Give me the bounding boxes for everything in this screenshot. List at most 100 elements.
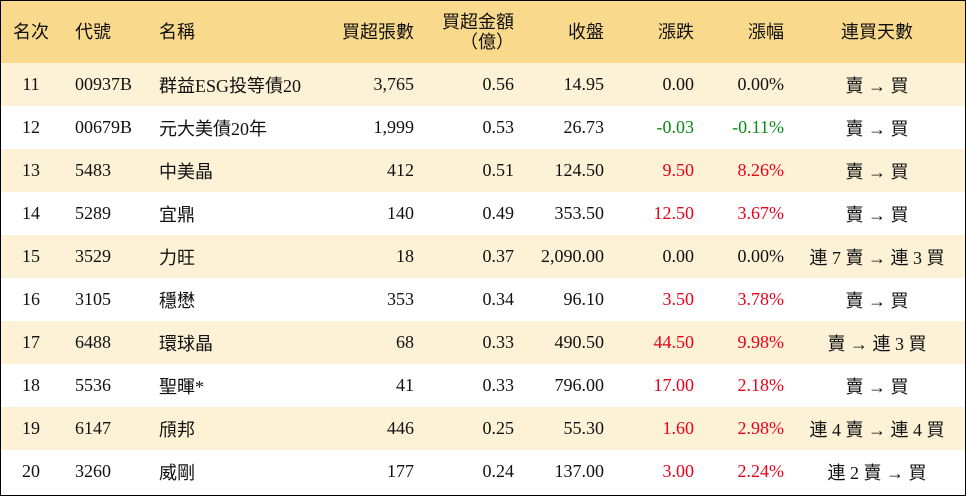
table-cell: 2.24% xyxy=(737,461,785,481)
table-cell: 群益ESG投等債20 xyxy=(141,63,331,106)
table-cell: 連 4 賣 → 連 4 買 xyxy=(789,407,965,450)
table-cell: 41 xyxy=(396,375,414,395)
table-cell: 5536 xyxy=(75,375,111,395)
table-row: 18 5536 聖暉* 41 0.33 796.00 17.00 2.18% 賣 → 買 xyxy=(1,364,965,407)
table-cell: 8.26% xyxy=(699,149,789,192)
table-cell: 17.00 xyxy=(653,375,695,395)
table-cell: 3.50 xyxy=(662,289,695,309)
table-row: 15 3529 力旺 18 0.37 2,090.00 0.00 0.00% 連 7 賣 → 連… xyxy=(1,235,965,278)
table-cell: 12.50 xyxy=(653,203,695,223)
table-cell: 796.00 xyxy=(554,375,605,395)
table-cell: 連 7 賣 → 連 3 買 xyxy=(789,235,965,278)
table-cell: 0.33 xyxy=(419,321,519,364)
table-cell: 18 xyxy=(22,375,40,395)
table-cell: -0.03 xyxy=(656,117,695,137)
header-cell: 漲跌 xyxy=(609,1,699,63)
table-cell: 元大美債20年 xyxy=(159,118,267,139)
header-cell: 漲幅 xyxy=(699,1,789,63)
table-cell: 446 xyxy=(331,407,419,450)
table-row: 12 00679B 元大美債20年 1,999 0.53 26.73 -0.03 -0.11%… xyxy=(1,106,965,149)
table-cell: 0.53 xyxy=(482,117,515,137)
table-cell: 2.98% xyxy=(699,407,789,450)
table-cell: 12 xyxy=(22,117,40,137)
table-row: 19 6147 頎邦 446 0.25 55.30 1.60 2.98% 連 4 賣 → 連 4… xyxy=(1,407,965,450)
table-cell: 14 xyxy=(22,203,40,223)
table-cell: 1.60 xyxy=(609,407,699,450)
table-cell: 14.95 xyxy=(519,63,609,106)
table-cell: 140 xyxy=(387,203,414,223)
header-cell: 收盤 xyxy=(519,1,609,63)
table-cell: 20 xyxy=(22,461,40,481)
table-row: 14 5289 宜鼎 140 0.49 353.50 12.50 3.67% 賣 → 買 xyxy=(1,192,965,235)
table-cell: 11 xyxy=(1,63,61,106)
table-cell: 賣 → 買 xyxy=(789,63,965,106)
table-cell: 3529 xyxy=(61,235,141,278)
table-row: 17 6488 環球晶 68 0.33 490.50 44.50 9.98% 賣 → 連 3 買 xyxy=(1,321,965,364)
table-cell: 9.50 xyxy=(609,149,699,192)
table-cell: 0.00 xyxy=(609,235,699,278)
table-cell: 0.33 xyxy=(482,375,515,395)
table-row: 16 3105 穩懋 353 0.34 96.10 3.50 3.78% 賣 → 買 xyxy=(1,278,965,321)
table-cell: 威剛 xyxy=(159,462,195,483)
table-row: 20 3260 威剛 177 0.24 137.00 3.00 2.24% 連 2 賣 → 買 xyxy=(1,450,965,493)
table-cell: 137.00 xyxy=(554,461,605,481)
table-cell: 177 xyxy=(387,461,414,481)
table-cell: 96.10 xyxy=(563,289,605,309)
table-cell: 0.49 xyxy=(482,203,515,223)
table-cell: 3.78% xyxy=(737,289,785,309)
table-cell: 00937B xyxy=(61,63,141,106)
table-body: 11 00937B 群益ESG投等債20 3,765 0.56 14.95 0.00 0.00… xyxy=(1,63,965,493)
table-cell: 353.50 xyxy=(554,203,605,223)
header-cell: 連買天數 xyxy=(789,1,965,63)
table-cell: 賣 → 買 xyxy=(845,204,909,225)
table-row: 11 00937B 群益ESG投等債20 3,765 0.56 14.95 0.00 0.00… xyxy=(1,63,965,106)
table-cell: 5289 xyxy=(75,203,111,223)
table-cell: 3260 xyxy=(75,461,111,481)
table-cell: 26.73 xyxy=(563,117,605,137)
table-cell: 頎邦 xyxy=(141,407,331,450)
table-cell: 連 2 賣 → 買 xyxy=(827,462,927,483)
table-cell: 16 xyxy=(22,289,40,309)
table-cell: 44.50 xyxy=(609,321,699,364)
table-cell: 3,765 xyxy=(331,63,419,106)
table-cell: 124.50 xyxy=(519,149,609,192)
header-cell: 代號 xyxy=(61,1,141,63)
table-cell: 0.00 xyxy=(609,63,699,106)
table-cell: 0.24 xyxy=(482,461,515,481)
table-cell: 13 xyxy=(1,149,61,192)
table-cell: 19 xyxy=(1,407,61,450)
table-cell: 3105 xyxy=(75,289,111,309)
table-cell: 0.51 xyxy=(419,149,519,192)
table-cell: 2,090.00 xyxy=(519,235,609,278)
table-cell: 0.25 xyxy=(419,407,519,450)
header-cell: 名次 xyxy=(1,1,61,63)
table-cell: 17 xyxy=(1,321,61,364)
table-cell: 5483 xyxy=(61,149,141,192)
table-cell: 18 xyxy=(331,235,419,278)
table-cell: 中美晶 xyxy=(141,149,331,192)
table-cell: 490.50 xyxy=(519,321,609,364)
header-cell: 名稱 xyxy=(141,1,331,63)
table-cell: 6147 xyxy=(61,407,141,450)
table-cell: -0.11% xyxy=(732,117,784,137)
header-row: 名次 代號 名稱 買超張數 買超金額 （億） 收盤 漲跌 漲幅 連買天數 xyxy=(1,1,965,63)
table-cell: 68 xyxy=(331,321,419,364)
table-cell: 3.67% xyxy=(737,203,785,223)
table-cell: 15 xyxy=(1,235,61,278)
table-cell: 9.98% xyxy=(699,321,789,364)
table-cell: 賣 → 買 xyxy=(789,149,965,192)
table-cell: 賣 → 買 xyxy=(845,290,909,311)
header-cell: 買超張數 xyxy=(331,1,419,63)
table-cell: 宜鼎 xyxy=(159,204,195,225)
table-cell: 412 xyxy=(331,149,419,192)
table-cell: 賣 → 買 xyxy=(845,376,909,397)
table-cell: 賣 → 連 3 買 xyxy=(789,321,965,364)
table-cell: 6488 xyxy=(61,321,141,364)
table-row: 13 5483 中美晶 412 0.51 124.50 9.50 8.26% 賣 → 買 xyxy=(1,149,965,192)
table-cell: 0.00% xyxy=(699,63,789,106)
table-cell: 55.30 xyxy=(519,407,609,450)
table-cell: 00679B xyxy=(75,117,133,137)
table-cell: 0.56 xyxy=(419,63,519,106)
table-cell: 2.18% xyxy=(737,375,785,395)
